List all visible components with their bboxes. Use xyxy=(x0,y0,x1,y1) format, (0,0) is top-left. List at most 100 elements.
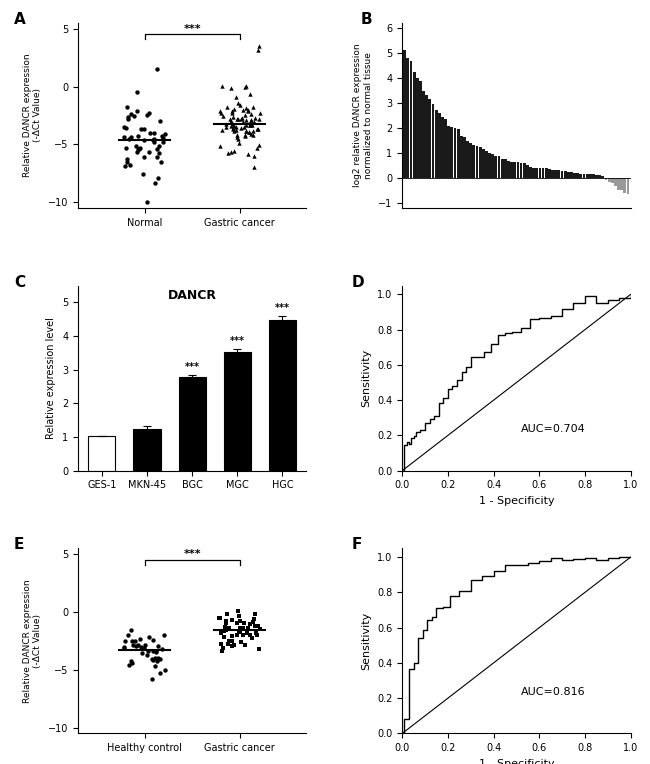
Point xyxy=(132,86,142,99)
Y-axis label: Relative expression level: Relative expression level xyxy=(46,317,57,439)
Point xyxy=(148,673,158,685)
Point xyxy=(214,612,224,624)
Point xyxy=(214,611,225,623)
Point xyxy=(148,134,159,146)
Point xyxy=(227,639,237,652)
Point xyxy=(244,618,255,630)
Point xyxy=(138,123,149,135)
Point xyxy=(123,111,133,123)
Text: D: D xyxy=(352,274,365,290)
Bar xyxy=(554,170,557,178)
Bar xyxy=(538,168,541,178)
Bar xyxy=(463,138,466,178)
Bar xyxy=(604,178,607,180)
Point xyxy=(250,608,260,620)
Point xyxy=(129,110,139,122)
Point xyxy=(226,146,237,158)
Bar xyxy=(519,163,523,178)
Point xyxy=(247,118,257,131)
Point xyxy=(239,109,250,121)
Point xyxy=(233,133,243,145)
Point xyxy=(243,105,254,117)
Point xyxy=(245,630,255,642)
Point xyxy=(229,639,239,651)
Point xyxy=(251,627,261,639)
Point xyxy=(219,624,229,636)
Bar xyxy=(620,178,623,190)
Bar xyxy=(536,167,538,178)
Text: ***: *** xyxy=(229,336,245,346)
Point xyxy=(220,118,231,130)
Bar xyxy=(425,96,428,178)
Point xyxy=(217,124,228,136)
X-axis label: 1 - Specificity: 1 - Specificity xyxy=(478,496,554,506)
Point xyxy=(232,131,242,144)
Text: ***: *** xyxy=(183,24,201,34)
Text: AUC=0.704: AUC=0.704 xyxy=(521,424,586,434)
Point xyxy=(151,655,162,667)
Bar xyxy=(457,129,460,178)
Bar xyxy=(592,174,595,178)
Point xyxy=(127,639,138,652)
Bar xyxy=(507,160,510,178)
Bar xyxy=(529,167,532,178)
Point xyxy=(232,129,242,141)
Bar xyxy=(488,154,491,178)
Bar xyxy=(589,174,592,178)
Point xyxy=(220,623,231,636)
Point xyxy=(242,626,253,639)
Bar xyxy=(410,61,412,178)
Bar xyxy=(460,137,463,178)
Bar xyxy=(413,72,415,178)
Point xyxy=(119,642,129,654)
Point xyxy=(132,105,142,117)
Point xyxy=(142,108,152,121)
Point xyxy=(119,131,129,143)
Point xyxy=(155,667,165,679)
Bar xyxy=(450,128,453,178)
Point xyxy=(220,121,231,133)
Point xyxy=(224,622,234,634)
Point xyxy=(139,134,150,146)
Text: ***: *** xyxy=(275,303,290,313)
Point xyxy=(234,138,244,150)
Point xyxy=(158,136,168,148)
Point xyxy=(243,622,254,634)
Bar xyxy=(614,178,617,186)
Point xyxy=(240,129,250,141)
Point xyxy=(157,129,167,141)
Point xyxy=(216,107,227,119)
Bar xyxy=(567,172,569,178)
Point xyxy=(224,635,235,647)
Bar xyxy=(406,58,410,178)
Point xyxy=(234,625,244,637)
Point xyxy=(144,146,154,158)
Bar xyxy=(419,81,422,178)
Point xyxy=(139,151,150,163)
Point xyxy=(153,652,163,664)
Point xyxy=(242,625,252,637)
Point xyxy=(227,613,237,626)
Point xyxy=(235,99,245,111)
Y-axis label: Sensitivity: Sensitivity xyxy=(361,612,372,670)
Point xyxy=(240,80,251,92)
Point xyxy=(229,120,239,132)
Point xyxy=(243,104,254,116)
Point xyxy=(244,126,254,138)
Point xyxy=(220,621,231,633)
Point xyxy=(134,143,144,155)
Point xyxy=(254,107,265,119)
Point xyxy=(145,127,155,139)
Point xyxy=(240,639,251,652)
Point xyxy=(238,116,248,128)
Y-axis label: Sensitivity: Sensitivity xyxy=(361,349,372,407)
Point xyxy=(229,102,239,115)
Text: B: B xyxy=(361,11,372,27)
Bar xyxy=(435,110,437,178)
Bar xyxy=(495,156,497,178)
Point xyxy=(125,655,136,667)
Point xyxy=(248,100,258,112)
Point xyxy=(233,610,244,623)
Point xyxy=(143,646,153,658)
Bar xyxy=(577,173,579,178)
